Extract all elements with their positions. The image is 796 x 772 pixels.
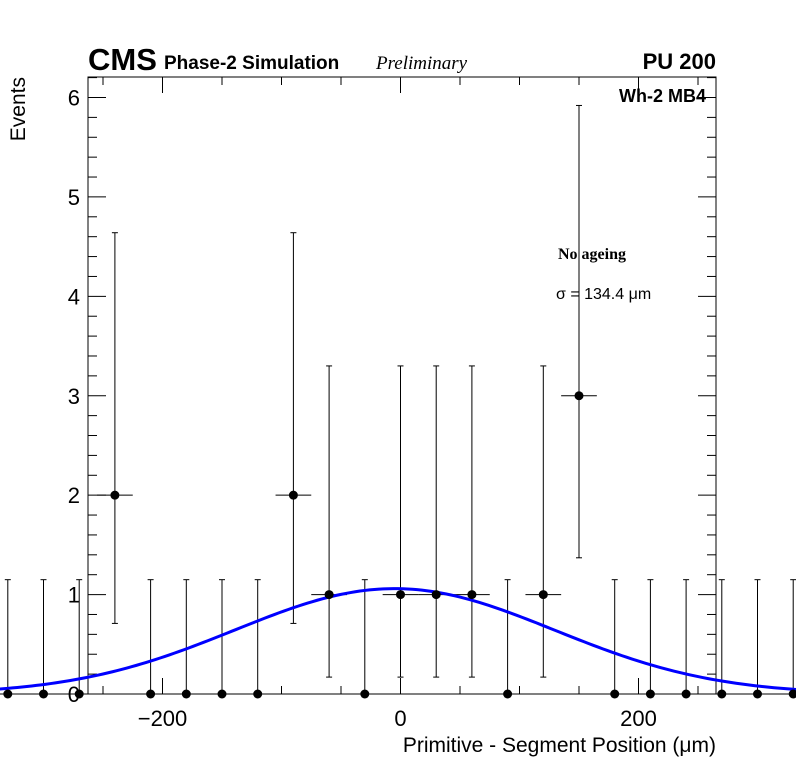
- axis-ticks: [88, 77, 716, 695]
- y-tick-label: 5: [68, 185, 80, 210]
- data-point: [110, 490, 120, 500]
- y-tick-labels: 0 1 2 3 4 5 6: [68, 86, 80, 708]
- data-point: [396, 590, 405, 600]
- data-point: [717, 689, 727, 699]
- y-tick-label: 3: [68, 384, 80, 409]
- data-point: [538, 590, 548, 600]
- sigma-label: σ = 134.4 μm: [556, 286, 651, 303]
- data-point: [181, 689, 191, 699]
- data-point: [431, 590, 441, 600]
- data-point: [74, 689, 84, 699]
- data-point: [288, 490, 298, 500]
- y-tick-label: 0: [68, 682, 80, 707]
- data-points: [3, 391, 796, 699]
- y-tick-label: 2: [68, 483, 80, 508]
- condition-label: No ageing: [558, 246, 626, 263]
- preliminary-label: Preliminary: [375, 53, 468, 74]
- data-point: [681, 689, 691, 699]
- data-point: [467, 590, 477, 600]
- y-tick-label: 1: [68, 583, 80, 608]
- error-bars: [0, 104, 796, 695]
- plot-frame: [87, 76, 717, 695]
- x-tick-label: 200: [620, 706, 657, 731]
- data-point: [788, 689, 796, 699]
- data-point: [217, 689, 227, 699]
- x-tick-labels: −400−2000200400: [138, 706, 657, 731]
- pileup-label: PU 200: [643, 49, 716, 74]
- simulation-label: Phase-2 Simulation: [164, 53, 339, 74]
- data-point: [253, 689, 263, 699]
- data-point: [610, 689, 620, 699]
- x-tick-label: 0: [394, 706, 406, 731]
- data-point: [3, 689, 13, 699]
- y-axis-title: Events: [7, 77, 30, 141]
- data-point: [146, 689, 156, 699]
- station-label: Wh-2 MB4: [619, 86, 706, 106]
- y-tick-label: 6: [68, 86, 80, 111]
- x-tick-label: −200: [138, 706, 188, 731]
- data-point: [503, 689, 513, 699]
- data-point: [324, 590, 334, 600]
- data-point: [753, 689, 762, 699]
- data-point: [39, 689, 48, 699]
- data-point: [645, 689, 655, 699]
- y-tick-label: 4: [68, 284, 80, 309]
- x-axis-title: Primitive - Segment Position (μm): [403, 734, 716, 757]
- gaussian-fit-curve: [0, 587, 796, 691]
- data-point: [574, 391, 584, 401]
- data-point: [360, 689, 370, 699]
- experiment-label: CMS: [88, 42, 157, 77]
